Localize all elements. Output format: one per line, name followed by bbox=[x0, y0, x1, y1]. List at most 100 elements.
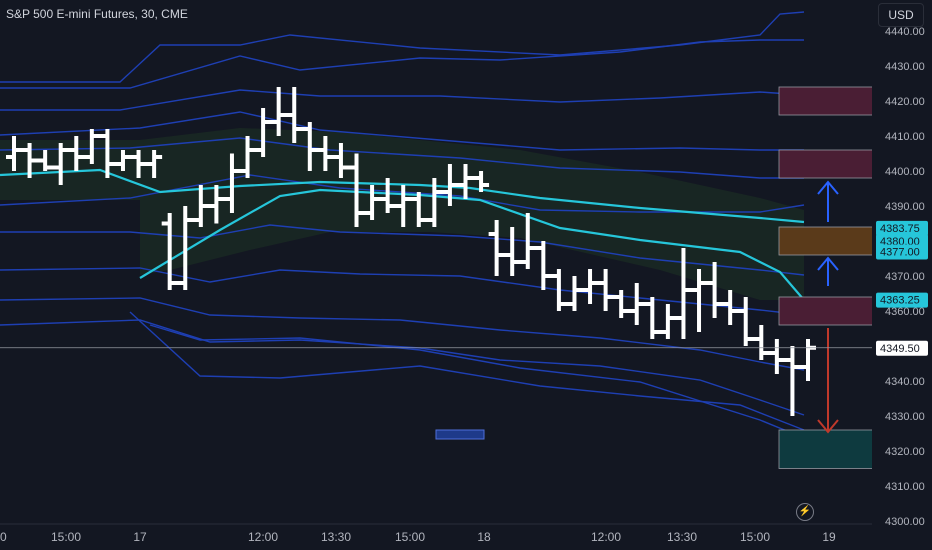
band-line bbox=[0, 319, 805, 416]
ohlc-bar bbox=[223, 153, 240, 213]
x-tick-label: 13:30 bbox=[321, 530, 351, 544]
ohlc-bar bbox=[37, 150, 54, 171]
price-tag-label: 4383.75 bbox=[880, 223, 920, 235]
currency-button[interactable]: USD bbox=[878, 3, 924, 27]
ohlc-bar bbox=[426, 178, 443, 227]
ohlc-bar bbox=[395, 185, 412, 227]
ohlc-bar bbox=[706, 262, 723, 318]
band-line bbox=[0, 224, 805, 276]
ohlc-bar bbox=[146, 150, 163, 178]
ohlc-bar bbox=[753, 325, 770, 360]
band-lines bbox=[0, 11, 805, 439]
y-tick-label: 4420.00 bbox=[885, 96, 925, 108]
ohlc-bar bbox=[6, 136, 22, 171]
ohlc-bar bbox=[441, 164, 458, 206]
ohlc-bar bbox=[613, 290, 630, 318]
up-arrow-head bbox=[817, 180, 839, 195]
price-tag-bg bbox=[876, 244, 928, 260]
ohlc-bar bbox=[68, 136, 85, 171]
chart-title: S&P 500 E-mini Futures, 30, CME bbox=[6, 7, 188, 21]
time-axis: 00 15:00 17 12:00 13:30 15:00 18 12:00 13:30 15:0… bbox=[0, 523, 872, 544]
price-tag-label: 4349.50 bbox=[880, 343, 920, 355]
lightning-icon[interactable]: ⚡ bbox=[796, 503, 814, 521]
price-tag: 4349.50 bbox=[876, 340, 928, 356]
price-zone bbox=[778, 429, 877, 469]
selection-box bbox=[435, 429, 485, 440]
band-line bbox=[129, 311, 805, 431]
x-tick-label: 00 bbox=[0, 530, 7, 544]
ohlc-bar bbox=[379, 178, 396, 213]
ohlc-bar bbox=[535, 241, 552, 290]
price-tag: 4383.75 bbox=[876, 220, 928, 236]
y-tick-label: 4300.00 bbox=[885, 516, 925, 528]
price-zone bbox=[778, 226, 877, 256]
ohlc-bar bbox=[301, 122, 318, 171]
ohlc-bar bbox=[691, 269, 708, 332]
ohlc-bar bbox=[192, 185, 209, 227]
y-tick-label: 4430.00 bbox=[885, 61, 925, 73]
price-tag: 4377.00 bbox=[876, 244, 928, 260]
up-arrow-head bbox=[817, 256, 839, 271]
x-tick-label: 15:00 bbox=[51, 530, 81, 544]
band-line bbox=[149, 324, 805, 439]
price-tag-bg bbox=[876, 340, 928, 356]
band-line bbox=[0, 11, 805, 83]
ohlc-bar bbox=[83, 129, 100, 164]
ohlc-bar bbox=[286, 87, 303, 143]
y-tick-label: 4440.00 bbox=[885, 26, 925, 38]
ohlc-bar bbox=[784, 346, 801, 416]
ohlc-bar bbox=[208, 185, 225, 224]
band-line bbox=[0, 111, 804, 151]
ohlc-bar bbox=[550, 269, 567, 311]
x-tick-label: 12:00 bbox=[591, 530, 621, 544]
y-tick-label: 4370.00 bbox=[885, 271, 925, 283]
band-line bbox=[0, 39, 804, 89]
ohlc-bar bbox=[177, 206, 194, 290]
ohlc-bar bbox=[317, 136, 334, 171]
signal-arrows bbox=[817, 180, 839, 434]
band-line bbox=[0, 297, 805, 371]
price-zone bbox=[778, 149, 877, 179]
ohlc-bar bbox=[582, 269, 599, 304]
ohlc-bar bbox=[519, 213, 536, 269]
ohlc-bar bbox=[597, 269, 614, 311]
ohlc-bar bbox=[21, 143, 38, 178]
price-tag-label: 4363.25 bbox=[880, 295, 920, 307]
band-line bbox=[0, 89, 805, 111]
ohlc-bar bbox=[457, 164, 474, 199]
x-tick-label: 12:00 bbox=[248, 530, 278, 544]
ohlc-bars bbox=[6, 87, 816, 416]
x-tick-label: 13:30 bbox=[667, 530, 697, 544]
ohlc-bar bbox=[99, 129, 116, 178]
ohlc-bar bbox=[504, 227, 521, 276]
x-tick-label: 15:00 bbox=[395, 530, 425, 544]
ohlc-bar bbox=[644, 297, 661, 339]
y-tick-label: 4410.00 bbox=[885, 131, 925, 143]
ohlc-bar bbox=[488, 220, 505, 276]
ohlc-bar bbox=[768, 339, 785, 374]
ohlc-bar bbox=[675, 248, 692, 339]
down-arrow-head bbox=[817, 419, 839, 434]
ohlc-bar bbox=[52, 143, 69, 185]
y-tick-label: 4360.00 bbox=[885, 306, 925, 318]
ohlc-bar bbox=[348, 153, 365, 227]
price-zone bbox=[778, 86, 877, 116]
ohlc-bar bbox=[722, 290, 739, 325]
ohlc-bar bbox=[364, 185, 381, 220]
price-tag-bg bbox=[876, 292, 928, 308]
y-tick-label: 4390.00 bbox=[885, 201, 925, 213]
x-tick-label: 17 bbox=[133, 530, 147, 544]
ohlc-bar bbox=[255, 108, 272, 157]
ohlc-bar bbox=[737, 297, 754, 346]
ohlc-bar bbox=[410, 192, 427, 227]
ohlc-bar bbox=[114, 150, 131, 171]
ohlc-bar bbox=[473, 171, 490, 192]
ohlc-bar bbox=[566, 276, 583, 311]
y-tick-label: 4400.00 bbox=[885, 166, 925, 178]
price-zone bbox=[778, 296, 877, 326]
mid-line bbox=[139, 188, 805, 301]
price-axis: 4300.004310.004320.004330.004340.004350.… bbox=[872, 0, 932, 550]
band-line bbox=[0, 137, 804, 179]
